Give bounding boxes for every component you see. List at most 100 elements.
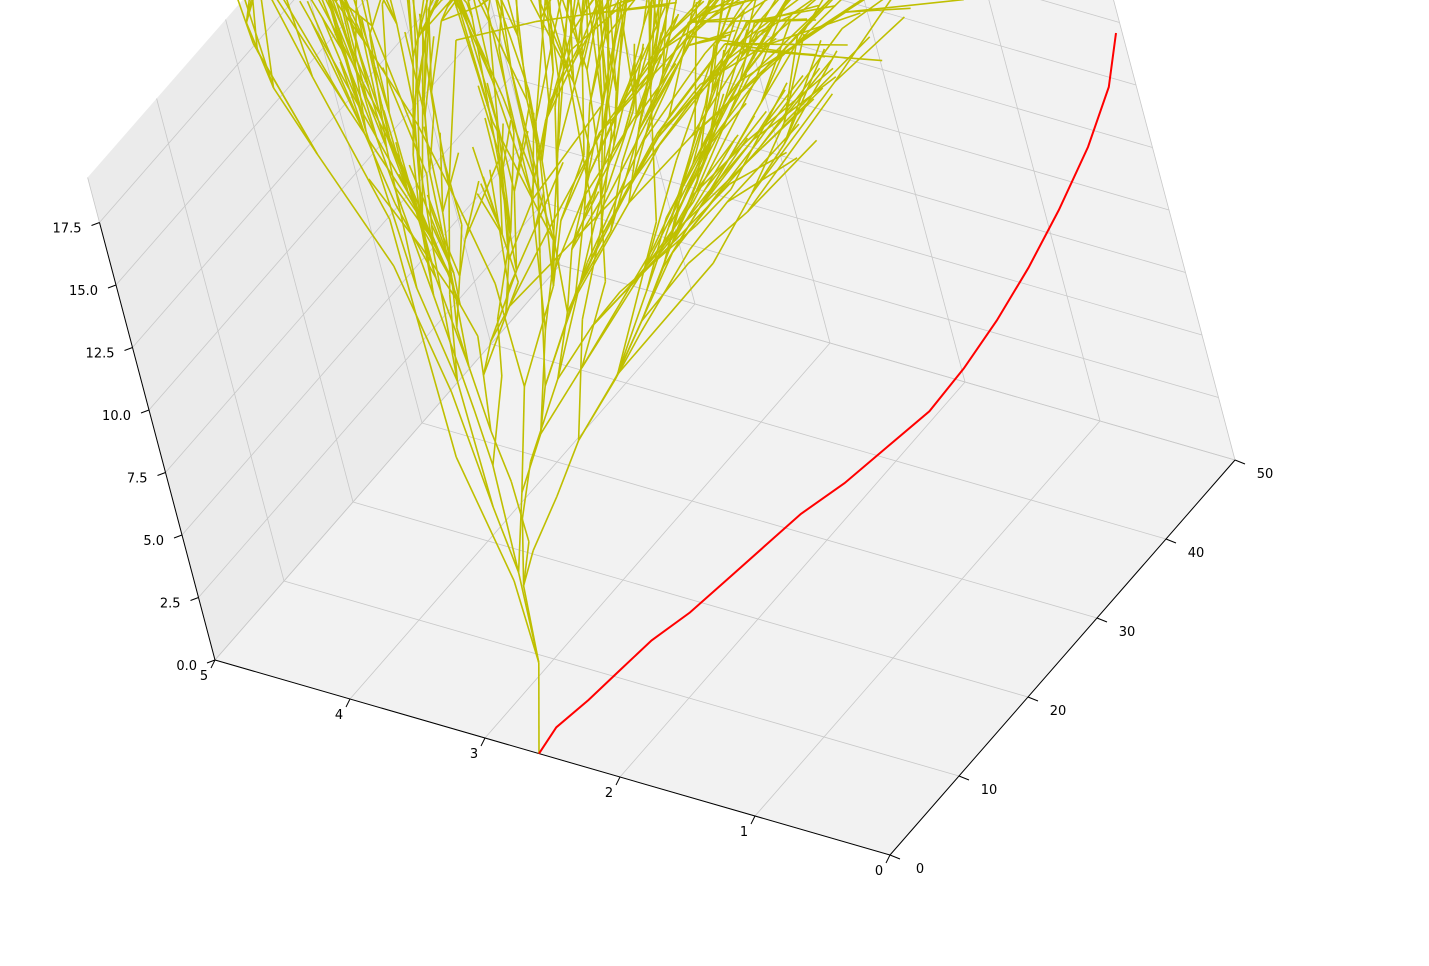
tree-branch: [429, 0, 443, 14]
tree-branch: [570, 0, 594, 35]
tree-branch: [521, 518, 525, 586]
tree-branch: [792, 0, 814, 15]
grid-line-x: [619, 381, 966, 778]
tree-branch: [772, 0, 831, 62]
tree-branch: [477, 335, 485, 376]
tree-branch: [252, 43, 318, 155]
tree-branch: [541, 103, 550, 161]
tree-branch: [739, 22, 756, 82]
z-tick: [157, 472, 166, 476]
tree-branch: [421, 31, 424, 220]
z-tick-label: 7.5: [127, 472, 148, 487]
tree-branch: [799, 0, 863, 41]
tree-branch: [702, 0, 767, 85]
tree-branch: [729, 151, 787, 185]
tree-branch: [511, 74, 537, 183]
tree-branch: [662, 0, 668, 74]
tree-branch: [426, 174, 434, 237]
tree-branch: [406, 0, 414, 57]
y-tick-label: 10: [981, 783, 998, 798]
highlighted-path-series: [538, 32, 1117, 755]
tree-branch: [599, 0, 618, 92]
tree-branch: [355, 7, 380, 114]
tree-branch: [338, 0, 373, 27]
tree-branch: [662, 0, 703, 75]
tree-branch: [422, 0, 439, 32]
tree-branch: [504, 260, 510, 316]
tree-branch: [523, 285, 555, 387]
y-tick: [1027, 696, 1039, 702]
tree-branch: [539, 329, 547, 434]
z-tick-label: 15.0: [69, 284, 98, 299]
z-axis-line: [99, 222, 216, 661]
grid-line-z: [99, 0, 295, 223]
tree-branch: [601, 0, 606, 26]
tree-branch: [566, 0, 576, 68]
tree-branch: [482, 375, 492, 432]
tree-branch: [689, 201, 728, 250]
tree-branch: [560, 155, 585, 221]
tree-branch: [522, 541, 530, 586]
tree-branch: [577, 379, 616, 441]
tree-branch: [622, 34, 654, 138]
tree-branch: [508, 230, 549, 307]
tree-branch: [540, 367, 583, 435]
tree-branch: [440, 0, 458, 22]
tree-branch: [522, 585, 540, 663]
tree-branch: [695, 188, 732, 226]
tree-branch: [363, 131, 396, 204]
tree-branch: [681, 183, 731, 234]
y-tick-label: 0: [916, 862, 924, 877]
tree-branch: [553, 242, 569, 313]
tree-branch: [591, 180, 634, 260]
tree-branch: [260, 0, 275, 88]
tree-branch: [783, 50, 838, 145]
grid-line-x: [349, 303, 696, 700]
tree-branch: [688, 29, 736, 46]
tree-branch: [464, 158, 501, 240]
y-tick: [1096, 617, 1108, 623]
y-tick-label: 20: [1050, 704, 1067, 719]
x-tick: [345, 698, 351, 708]
x-tick-label: 4: [335, 708, 343, 723]
tree-branch: [799, 0, 842, 41]
tree-branch: [310, 0, 343, 50]
tree-branch: [396, 153, 435, 241]
tree-branch: [396, 23, 415, 106]
tree-branch: [726, 123, 800, 203]
tree-branch: [604, 0, 636, 39]
tree-branch: [423, 126, 444, 213]
grid-line-x: [988, 0, 1101, 422]
tree-branch: [385, 0, 398, 25]
tree-branch: [271, 0, 314, 78]
tree-branch: [598, 44, 682, 135]
floor-pane: [215, 265, 1235, 855]
z-tick-label: 17.5: [53, 222, 82, 237]
tree-branch: [477, 0, 528, 101]
tree-branch: [492, 506, 520, 573]
tree-branch: [668, 53, 718, 117]
tree-branch: [539, 160, 555, 287]
tree-branch: [556, 440, 580, 497]
tree-branch: [556, 85, 561, 159]
tree-branch: [621, 117, 638, 163]
tree-branch: [496, 0, 530, 91]
tree-branch: [345, 0, 367, 45]
tree-branch: [712, 193, 753, 264]
tree-branch: [726, 157, 798, 203]
z-tick-label: 10.0: [102, 409, 131, 424]
tree-branch: [547, 133, 602, 231]
tree-branch: [412, 13, 431, 106]
tree-branch: [648, 32, 663, 86]
tree-branch: [614, 47, 645, 115]
tree-branch: [487, 12, 499, 127]
tree-branch: [620, 6, 666, 106]
tree-branch: [416, 95, 422, 224]
tree-branch: [321, 17, 363, 112]
tree-branch: [361, 0, 390, 113]
tree-branch: [435, 277, 470, 367]
tree-branch: [430, 20, 443, 92]
tree-branch: [687, 211, 749, 265]
tree-branch: [649, 0, 656, 90]
tree-branch: [616, 221, 658, 375]
